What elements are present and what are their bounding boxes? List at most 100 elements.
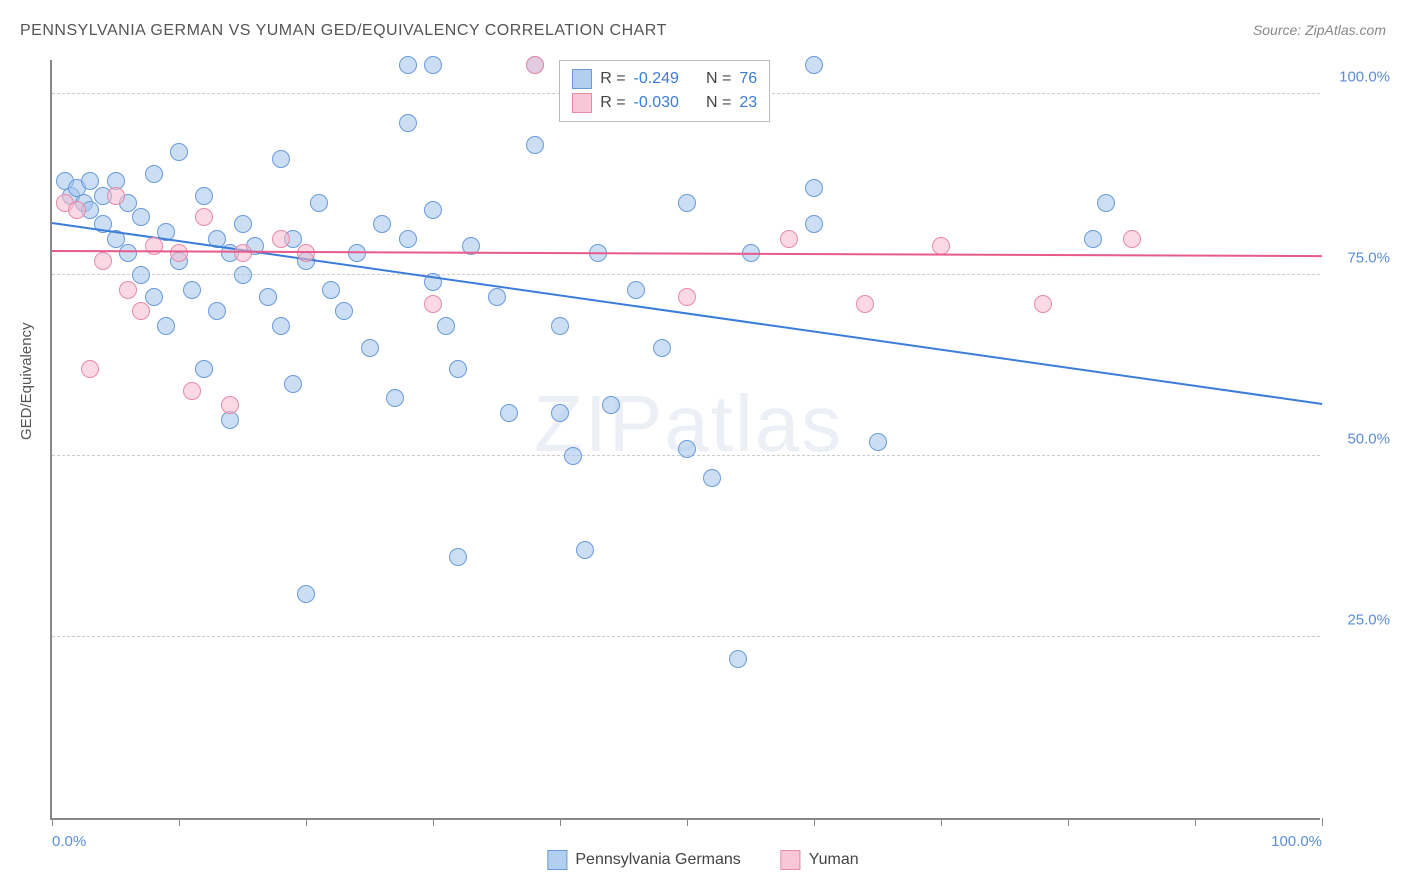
data-point bbox=[424, 56, 442, 74]
data-point bbox=[272, 150, 290, 168]
data-point bbox=[449, 360, 467, 378]
data-point bbox=[183, 281, 201, 299]
chart-title: PENNSYLVANIA GERMAN VS YUMAN GED/EQUIVAL… bbox=[20, 22, 667, 40]
data-point bbox=[602, 396, 620, 414]
legend-swatch bbox=[781, 850, 801, 870]
data-point bbox=[373, 215, 391, 233]
data-point bbox=[272, 230, 290, 248]
data-point bbox=[703, 469, 721, 487]
data-point bbox=[107, 187, 125, 205]
data-point bbox=[437, 317, 455, 335]
data-point bbox=[145, 165, 163, 183]
data-point bbox=[526, 56, 544, 74]
data-point bbox=[234, 215, 252, 233]
data-point bbox=[1034, 295, 1052, 313]
n-label: N = bbox=[702, 70, 732, 88]
stats-row: R =-0.030 N =23 bbox=[572, 91, 757, 115]
data-point bbox=[132, 302, 150, 320]
data-point bbox=[234, 266, 252, 284]
legend: Pennsylvania Germans Yuman bbox=[547, 850, 858, 870]
stats-box: R = -0.249 N = 76 R =-0.030 N =23 bbox=[559, 60, 770, 122]
data-point bbox=[195, 360, 213, 378]
r-label: R = bbox=[600, 70, 625, 88]
x-tick bbox=[941, 818, 942, 826]
data-point bbox=[805, 56, 823, 74]
x-tick-label: 100.0% bbox=[1271, 833, 1322, 850]
data-point bbox=[653, 339, 671, 357]
data-point bbox=[68, 201, 86, 219]
data-point bbox=[348, 244, 366, 262]
data-point bbox=[297, 585, 315, 603]
data-point bbox=[361, 339, 379, 357]
gridline bbox=[52, 636, 1320, 637]
data-point bbox=[399, 114, 417, 132]
data-point bbox=[157, 317, 175, 335]
data-point bbox=[259, 288, 277, 306]
x-tick bbox=[306, 818, 307, 826]
data-point bbox=[678, 288, 696, 306]
x-tick bbox=[1322, 818, 1323, 826]
data-point bbox=[297, 244, 315, 262]
data-point bbox=[335, 302, 353, 320]
y-axis-label: GED/Equivalency bbox=[18, 322, 35, 440]
data-point bbox=[170, 143, 188, 161]
r-value: -0.249 bbox=[634, 70, 694, 88]
data-point bbox=[81, 360, 99, 378]
data-point bbox=[145, 237, 163, 255]
n-value: 76 bbox=[739, 70, 757, 88]
r-value: -0.030 bbox=[634, 94, 694, 112]
legend-item: Pennsylvania Germans bbox=[547, 850, 740, 870]
data-point bbox=[119, 281, 137, 299]
data-point bbox=[1123, 230, 1141, 248]
data-point bbox=[856, 295, 874, 313]
data-point bbox=[932, 237, 950, 255]
data-point bbox=[145, 288, 163, 306]
x-tick bbox=[433, 818, 434, 826]
data-point bbox=[132, 208, 150, 226]
data-point bbox=[195, 187, 213, 205]
data-point bbox=[322, 281, 340, 299]
data-point bbox=[234, 244, 252, 262]
legend-label: Yuman bbox=[809, 851, 859, 869]
data-point bbox=[272, 317, 290, 335]
data-point bbox=[310, 194, 328, 212]
data-point bbox=[869, 433, 887, 451]
data-point bbox=[284, 375, 302, 393]
data-point bbox=[627, 281, 645, 299]
data-point bbox=[399, 230, 417, 248]
x-tick-label: 0.0% bbox=[52, 833, 86, 850]
data-point bbox=[526, 136, 544, 154]
data-point bbox=[564, 447, 582, 465]
data-point bbox=[551, 404, 569, 422]
y-tick-label: 50.0% bbox=[1330, 431, 1390, 448]
data-point bbox=[183, 382, 201, 400]
stats-row: R = -0.249 N = 76 bbox=[572, 67, 757, 91]
source-attribution: Source: ZipAtlas.com bbox=[1253, 22, 1386, 38]
legend-item: Yuman bbox=[781, 850, 859, 870]
x-tick bbox=[1195, 818, 1196, 826]
data-point bbox=[132, 266, 150, 284]
y-tick-label: 100.0% bbox=[1330, 69, 1390, 86]
data-point bbox=[500, 404, 518, 422]
data-point bbox=[449, 548, 467, 566]
data-point bbox=[170, 244, 188, 262]
n-label: N = bbox=[702, 94, 732, 112]
data-point bbox=[94, 252, 112, 270]
y-tick-label: 75.0% bbox=[1330, 250, 1390, 267]
x-tick bbox=[52, 818, 53, 826]
data-point bbox=[1084, 230, 1102, 248]
x-tick bbox=[814, 818, 815, 826]
y-tick-label: 25.0% bbox=[1330, 612, 1390, 629]
data-point bbox=[805, 215, 823, 233]
data-point bbox=[551, 317, 569, 335]
data-point bbox=[386, 389, 404, 407]
data-point bbox=[1097, 194, 1115, 212]
data-point bbox=[488, 288, 506, 306]
data-point bbox=[424, 201, 442, 219]
data-point bbox=[805, 179, 823, 197]
data-point bbox=[729, 650, 747, 668]
legend-label: Pennsylvania Germans bbox=[575, 851, 740, 869]
data-point bbox=[678, 440, 696, 458]
data-point bbox=[399, 56, 417, 74]
x-tick bbox=[1068, 818, 1069, 826]
